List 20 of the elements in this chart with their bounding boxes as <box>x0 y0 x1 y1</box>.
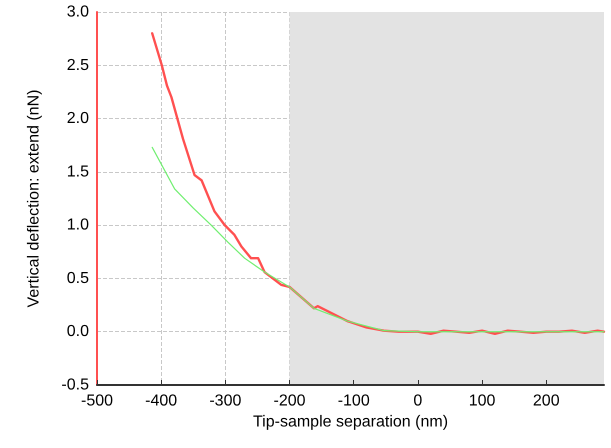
y-tick-label: 2.5 <box>66 56 90 74</box>
y-tick-label: 0.5 <box>66 270 90 287</box>
y-tick-label: 1.0 <box>66 216 90 234</box>
y-tick-label: 1.5 <box>66 163 90 180</box>
line-series <box>152 146 605 332</box>
x-axis-title: Tip-sample separation (nm) <box>252 413 448 430</box>
x-tick-label: -200 <box>274 392 306 410</box>
x-tick-label: -500 <box>80 392 114 410</box>
y-tick-label: -0.5 <box>61 376 90 394</box>
y-axis-title: Vertical deflection: extend (nN) <box>26 90 42 308</box>
x-tick-label: 100 <box>468 392 496 410</box>
y-tick-label: 2.0 <box>66 110 90 128</box>
x-tick-label: 0 <box>413 392 422 410</box>
line-series <box>150 32 606 336</box>
x-tick-label: 200 <box>532 392 560 410</box>
y-tick-label: 0.0 <box>66 323 90 340</box>
x-tick-label: -400 <box>145 392 178 410</box>
x-tick-label: -300 <box>209 392 242 410</box>
x-tick-label: -100 <box>338 392 370 410</box>
y-tick-label: 3.0 <box>66 4 90 20</box>
